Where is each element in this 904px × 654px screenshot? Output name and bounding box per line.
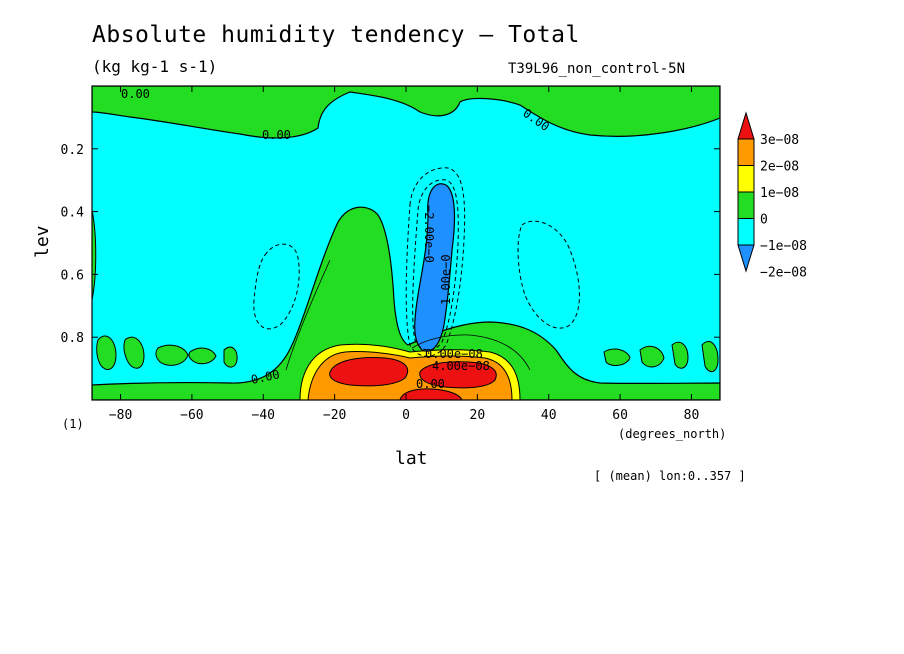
blob-right-3 [671, 341, 689, 369]
blob-right-4 [701, 340, 719, 373]
blob-right-1 [603, 348, 631, 366]
colorbar-label: 3e−08 [760, 133, 799, 148]
contour-label: 0.00 [121, 87, 150, 101]
y-tick-label: 0.6 [61, 268, 84, 283]
x-tick-label: −60 [180, 408, 203, 423]
blob-left-4 [188, 347, 217, 365]
y-tick-label: 0.2 [61, 143, 84, 158]
y-tick-label: 0.4 [61, 206, 85, 221]
x-tick-label: 40 [541, 408, 557, 423]
x-axis: −80 −60 −40 −20 0 20 40 60 80 [109, 86, 699, 423]
x-tick-label: 60 [612, 408, 628, 423]
blob-left-2 [123, 336, 145, 369]
negative-core [414, 183, 456, 352]
colorbar-segment [737, 165, 755, 193]
colorbar-label: 2e−08 [760, 160, 799, 175]
colorbar-label: −1e−08 [760, 239, 807, 254]
colorbar-arrow-top [737, 111, 755, 140]
chart-title: Absolute humidity tendency — Total [92, 22, 580, 48]
y-axis: 0.2 0.4 0.6 0.8 [61, 143, 720, 346]
blob-left-5 [223, 346, 238, 368]
contour-line-1 [285, 259, 331, 371]
colorbar-segment [737, 138, 755, 166]
contour-label: 0.00e−08 [425, 347, 483, 361]
axis-note: (1) [62, 417, 84, 431]
top-positive-region [92, 86, 720, 139]
x-tick-label: −40 [252, 408, 275, 423]
contour-label: 4.00e−08 [432, 359, 490, 373]
colorbar-arrow-bottom [737, 244, 755, 273]
colorbar: 3e−08 2e−08 1e−08 0 −1e−08 −2e−08 [737, 111, 807, 281]
dashed-contour-left [253, 243, 300, 330]
blob-left-1 [96, 335, 117, 370]
blob-left-3 [155, 344, 189, 366]
dashed-contour-center-1 [405, 167, 466, 357]
x-axis-units: (degrees_north) [618, 427, 726, 441]
chart-units: (kg kg-1 s-1) [92, 57, 218, 76]
contour-field: 0.00 0.00 0.00 0.00 −2.00e−0 1.00e−0 0.0… [92, 86, 720, 400]
colorbar-segment [737, 218, 755, 246]
x-tick-label: 0 [402, 408, 410, 423]
x-tick-label: −20 [323, 408, 346, 423]
colorbar-segment [737, 191, 755, 219]
contour-label: 0.00 [250, 367, 281, 387]
contour-label: 1.00e−0 [439, 254, 453, 305]
y-axis-label: lev [32, 225, 53, 258]
y-tick-label: 0.8 [61, 331, 84, 346]
red-max-right [419, 361, 497, 389]
run-label: T39L96_non_control-5N [508, 61, 686, 77]
x-axis-label: lat [395, 448, 428, 469]
colorbar-label: −2e−08 [760, 266, 807, 281]
colorbar-label: 1e−08 [760, 186, 799, 201]
dashed-contour-center-2 [412, 179, 459, 351]
x-tick-label: 20 [470, 408, 486, 423]
colorbar-label: 0 [760, 213, 768, 228]
contour-label: 0.00 [262, 128, 291, 142]
x-tick-label: −80 [109, 408, 132, 423]
red-max-left [329, 357, 409, 387]
red-max-bottom [399, 388, 463, 400]
contour-label: 0.00 [416, 377, 445, 391]
contour-label: −2.00e−0 [422, 205, 436, 263]
x-tick-label: 80 [684, 408, 700, 423]
blob-right-2 [639, 345, 665, 368]
mean-note: [ (mean) lon:0..357 ] [594, 469, 746, 483]
contour-line-2 [411, 334, 531, 371]
